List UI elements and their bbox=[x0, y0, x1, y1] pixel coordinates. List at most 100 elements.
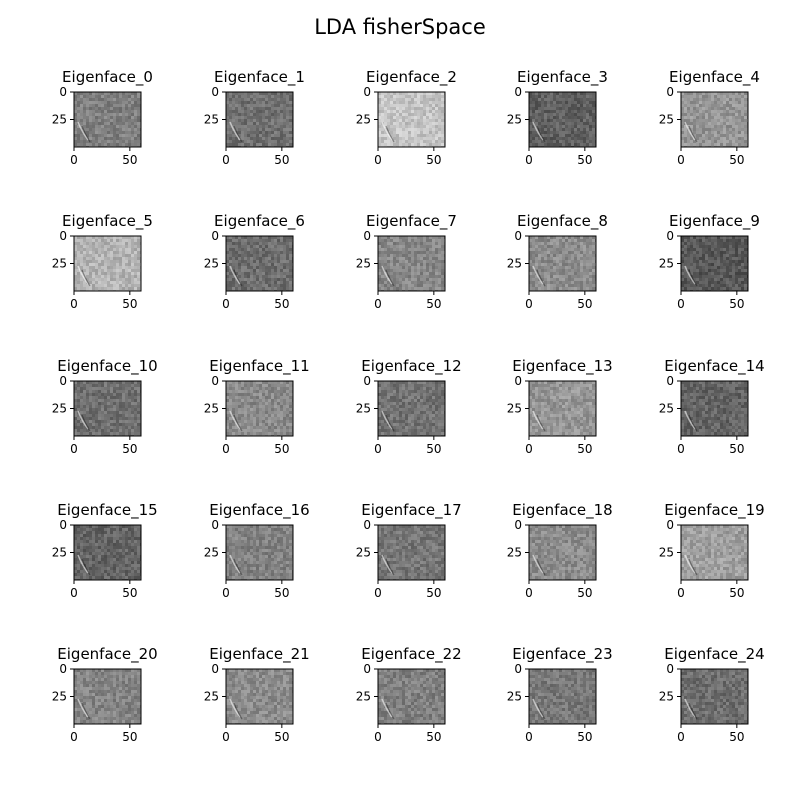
x-tick-label: 50 bbox=[729, 153, 744, 167]
panel-title: Eigenface_17 bbox=[361, 501, 461, 520]
eigenface-image bbox=[681, 381, 748, 436]
x-tick-label: 50 bbox=[122, 442, 137, 456]
y-tick-label: 25 bbox=[507, 546, 522, 560]
eigenface-image bbox=[226, 236, 293, 291]
panel-title: Eigenface_1 bbox=[214, 68, 305, 87]
y-tick-label: 25 bbox=[52, 402, 67, 416]
y-tick-label: 25 bbox=[52, 113, 67, 127]
x-tick-label: 0 bbox=[525, 297, 533, 311]
x-tick-label: 0 bbox=[70, 297, 78, 311]
panel-title: Eigenface_6 bbox=[214, 212, 305, 231]
x-tick-label: 50 bbox=[426, 586, 441, 600]
eigenface-image bbox=[529, 236, 596, 291]
x-tick-label: 50 bbox=[577, 442, 592, 456]
panel-title: Eigenface_18 bbox=[512, 501, 612, 520]
y-tick-label: 0 bbox=[514, 518, 522, 532]
x-tick-label: 0 bbox=[222, 586, 230, 600]
x-tick-label: 0 bbox=[70, 586, 78, 600]
y-tick-label: 25 bbox=[659, 690, 674, 704]
y-tick-label: 25 bbox=[52, 690, 67, 704]
eigenface-image bbox=[226, 525, 293, 580]
y-tick-label: 25 bbox=[204, 257, 219, 271]
y-tick-label: 0 bbox=[363, 662, 371, 676]
x-tick-label: 0 bbox=[374, 442, 382, 456]
y-tick-label: 0 bbox=[666, 229, 674, 243]
x-tick-label: 0 bbox=[222, 730, 230, 744]
x-tick-label: 50 bbox=[729, 297, 744, 311]
y-tick-label: 25 bbox=[507, 690, 522, 704]
y-tick-label: 0 bbox=[363, 85, 371, 99]
y-tick-label: 0 bbox=[59, 229, 67, 243]
y-tick-label: 0 bbox=[363, 229, 371, 243]
y-tick-label: 25 bbox=[52, 257, 67, 271]
y-tick-label: 0 bbox=[59, 85, 67, 99]
x-tick-label: 50 bbox=[274, 586, 289, 600]
eigenface-image bbox=[226, 92, 293, 147]
y-tick-label: 0 bbox=[363, 374, 371, 388]
panel-title: Eigenface_14 bbox=[664, 357, 764, 376]
figure-title: LDA fisherSpace bbox=[314, 15, 486, 39]
y-tick-label: 0 bbox=[514, 229, 522, 243]
eigenface-image bbox=[529, 92, 596, 147]
x-tick-label: 0 bbox=[222, 153, 230, 167]
y-tick-label: 25 bbox=[356, 546, 371, 560]
x-tick-label: 50 bbox=[577, 730, 592, 744]
y-tick-label: 25 bbox=[356, 690, 371, 704]
x-tick-label: 50 bbox=[274, 730, 289, 744]
eigenface-image bbox=[529, 669, 596, 724]
y-tick-label: 0 bbox=[211, 229, 219, 243]
x-tick-label: 0 bbox=[70, 153, 78, 167]
x-tick-label: 50 bbox=[426, 442, 441, 456]
x-tick-label: 50 bbox=[274, 153, 289, 167]
y-tick-label: 0 bbox=[211, 374, 219, 388]
y-tick-label: 0 bbox=[211, 85, 219, 99]
x-tick-label: 0 bbox=[525, 442, 533, 456]
x-tick-label: 50 bbox=[577, 153, 592, 167]
x-tick-label: 50 bbox=[729, 730, 744, 744]
x-tick-label: 0 bbox=[525, 586, 533, 600]
eigenface-image bbox=[74, 525, 141, 580]
y-tick-label: 0 bbox=[59, 662, 67, 676]
panel-title: Eigenface_9 bbox=[669, 212, 760, 231]
x-tick-label: 50 bbox=[729, 442, 744, 456]
x-tick-label: 0 bbox=[677, 442, 685, 456]
panel-title: Eigenface_20 bbox=[57, 645, 157, 664]
x-tick-label: 50 bbox=[274, 442, 289, 456]
eigenface-image bbox=[529, 381, 596, 436]
y-tick-label: 25 bbox=[52, 546, 67, 560]
y-tick-label: 25 bbox=[356, 402, 371, 416]
y-tick-label: 0 bbox=[666, 662, 674, 676]
x-tick-label: 50 bbox=[729, 586, 744, 600]
panel-title: Eigenface_19 bbox=[664, 501, 764, 520]
panel-title: Eigenface_12 bbox=[361, 357, 461, 376]
panel-title: Eigenface_0 bbox=[62, 68, 153, 87]
eigenface-image bbox=[529, 525, 596, 580]
x-tick-label: 50 bbox=[426, 730, 441, 744]
x-tick-label: 0 bbox=[374, 153, 382, 167]
x-tick-label: 50 bbox=[122, 586, 137, 600]
y-tick-label: 0 bbox=[211, 662, 219, 676]
eigenface-image bbox=[378, 525, 445, 580]
y-tick-label: 0 bbox=[514, 85, 522, 99]
y-tick-label: 0 bbox=[666, 518, 674, 532]
panel-title: Eigenface_23 bbox=[512, 645, 612, 664]
x-tick-label: 0 bbox=[677, 730, 685, 744]
eigenface-image bbox=[74, 669, 141, 724]
eigenface-image bbox=[681, 669, 748, 724]
